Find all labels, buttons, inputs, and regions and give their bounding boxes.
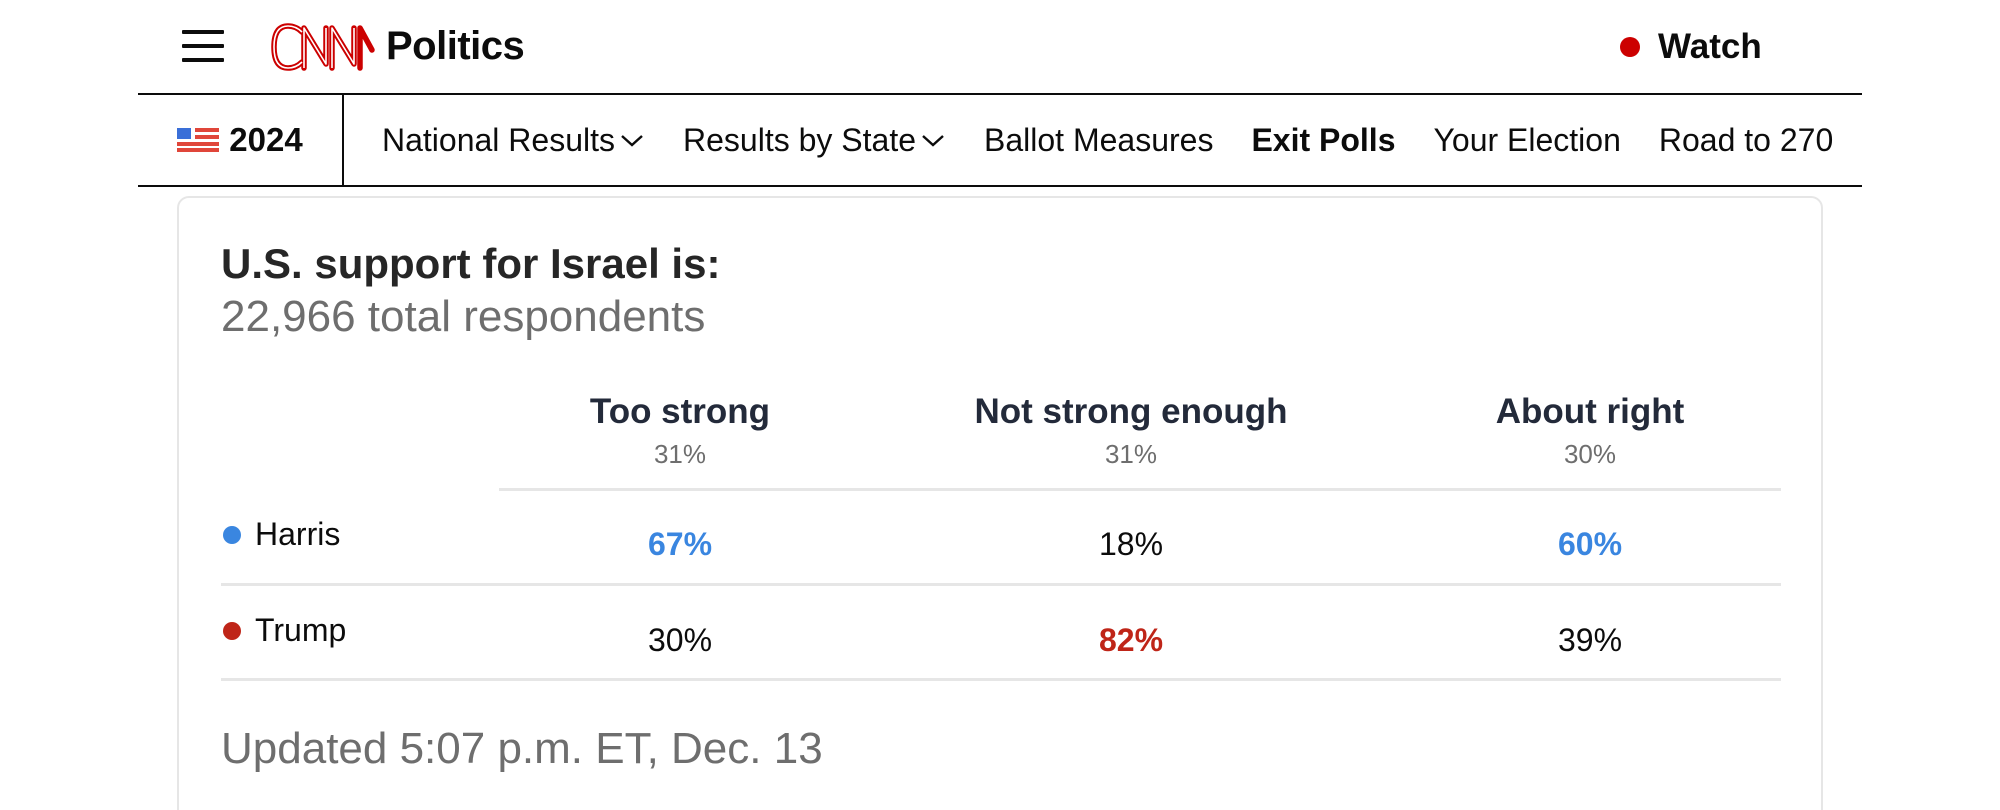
live-dot-icon bbox=[1620, 37, 1640, 57]
nav-national-results-label: National Results bbox=[382, 122, 615, 158]
poll-respondents: 22,966 total respondents bbox=[221, 292, 706, 341]
poll-question: U.S. support for Israel is: bbox=[221, 240, 721, 287]
table-cell: 18% bbox=[1098, 526, 1164, 562]
menu-icon[interactable] bbox=[180, 26, 228, 66]
election-year-label: 2024 bbox=[229, 121, 303, 158]
column-share: 31% bbox=[653, 439, 707, 469]
nav-results-by-state-label: Results by State bbox=[683, 122, 916, 158]
watch-label: Watch bbox=[1658, 27, 1762, 66]
harris-dot-icon bbox=[223, 525, 241, 544]
candidate-name: Harris bbox=[255, 516, 341, 552]
nav-exit-polls-label: Exit Polls bbox=[1251, 122, 1396, 158]
us-flag-icon bbox=[177, 128, 220, 152]
table-cell: 30% bbox=[647, 622, 713, 658]
column-share: 31% bbox=[1104, 439, 1158, 469]
column-header: Not strong enough 31% bbox=[921, 390, 1341, 472]
subnav-links: National Results Results by State Ballot… bbox=[382, 95, 1862, 185]
row-divider bbox=[221, 678, 1781, 681]
table-cell: 82% bbox=[1098, 622, 1164, 658]
column-name: Not strong enough bbox=[974, 392, 1288, 431]
column-header: Too strong 31% bbox=[470, 390, 890, 472]
row-divider bbox=[221, 583, 1781, 586]
nav-exit-polls[interactable]: Exit Polls bbox=[1251, 120, 1395, 160]
nav-your-election-label: Your Election bbox=[1433, 122, 1621, 158]
candidate-name: Trump bbox=[255, 612, 347, 648]
nav-your-election[interactable]: Your Election bbox=[1433, 120, 1620, 160]
site-header: Politics Watch bbox=[0, 0, 2000, 94]
column-share: 30% bbox=[1563, 439, 1617, 469]
nav-national-results[interactable]: National Results bbox=[382, 120, 645, 160]
updated-timestamp: Updated 5:07 p.m. ET, Dec. 13 bbox=[221, 724, 823, 773]
header-divider bbox=[499, 488, 1781, 491]
election-year-button[interactable]: 2024 bbox=[138, 95, 344, 185]
column-name: Too strong bbox=[589, 392, 771, 431]
trump-dot-icon bbox=[223, 621, 241, 640]
exit-poll-card: U.S. support for Israel is: 22,966 total… bbox=[177, 196, 1823, 810]
nav-ballot-measures[interactable]: Ballot Measures bbox=[984, 120, 1213, 160]
chevron-down-icon bbox=[621, 135, 643, 147]
table-row-label: Harris bbox=[223, 516, 340, 553]
table-row-label: Trump bbox=[223, 612, 346, 649]
nav-ballot-measures-label: Ballot Measures bbox=[984, 122, 1214, 158]
election-subnav: 2024 National Results Results by State B… bbox=[138, 93, 1862, 187]
watch-button[interactable]: Watch bbox=[1620, 22, 1762, 72]
table-cell: 60% bbox=[1557, 526, 1623, 562]
cnn-logo[interactable] bbox=[268, 20, 380, 74]
nav-road-to-270-label: Road to 270 bbox=[1658, 122, 1834, 158]
section-title[interactable]: Politics bbox=[386, 24, 525, 68]
nav-results-by-state[interactable]: Results by State bbox=[683, 120, 946, 160]
table-cell: 39% bbox=[1557, 622, 1623, 658]
nav-road-to-270[interactable]: Road to 270 bbox=[1659, 120, 1833, 160]
chevron-down-icon bbox=[922, 135, 944, 147]
column-name: About right bbox=[1495, 392, 1685, 431]
column-header: About right 30% bbox=[1380, 390, 1800, 472]
table-cell: 67% bbox=[647, 526, 713, 562]
